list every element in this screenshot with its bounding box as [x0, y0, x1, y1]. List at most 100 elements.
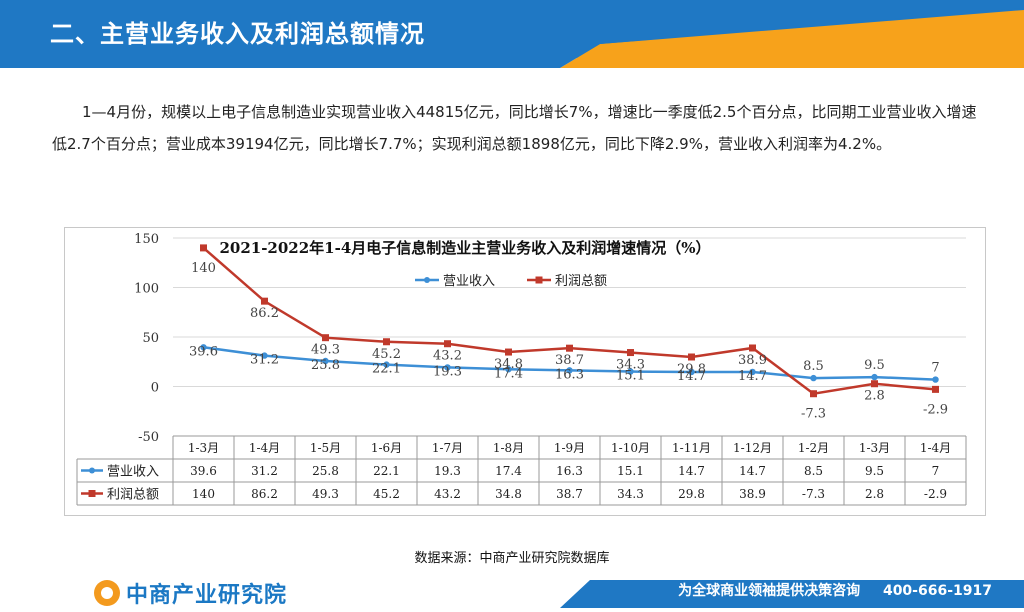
data-point [627, 368, 634, 375]
x-tick-label: 1-4月 [920, 441, 951, 455]
table-cell: 43.2 [434, 487, 461, 501]
line-chart: 150 100 50 0 -50 39.6 31.2 25.8 22.1 19.3 17.4 16.… [76, 232, 967, 506]
data-label: 25.8 [311, 358, 340, 373]
data-point [688, 368, 695, 376]
data-label: 34.8 [494, 357, 523, 372]
data-point [505, 348, 512, 356]
table-cell: 8.5 [804, 464, 823, 478]
x-tick-label: 1-3月 [188, 441, 219, 455]
data-label: 15.1 [616, 369, 645, 384]
logo-text: 中商产业研究院 [126, 583, 288, 608]
table-cell: 34.8 [495, 487, 522, 501]
data-point [627, 349, 634, 357]
y-tick-label: 150 [134, 232, 159, 247]
data-label: 29.8 [677, 362, 706, 377]
data-label: 39.6 [189, 344, 218, 359]
table-cell: 31.2 [251, 464, 278, 478]
data-point [383, 338, 390, 346]
legend-label: 营业收入 [443, 274, 495, 289]
data-label: 17.4 [494, 366, 523, 381]
summary-paragraph: 1—4月份，规模以上电子信息制造业实现营业收入44815亿元，同比增长7%，增速… [52, 96, 982, 160]
x-tick-label: 1-10月 [611, 441, 650, 455]
data-point [810, 390, 817, 398]
data-point [383, 361, 390, 368]
data-point [444, 364, 451, 371]
data-label: -7.3 [801, 407, 826, 422]
footer-slogan: 为全球商业领袖提供决策咨询 [678, 583, 861, 599]
table-cell: 7 [932, 464, 940, 478]
page-title: 二、主营业务收入及利润总额情况 [50, 20, 425, 48]
data-point [261, 352, 268, 359]
data-label: 140 [191, 261, 216, 276]
data-label: 22.1 [372, 362, 401, 377]
data-label: 14.7 [677, 369, 706, 384]
table-row-header: 营业收入 [107, 465, 159, 480]
data-label: 16.3 [555, 367, 584, 382]
data-point [871, 373, 878, 381]
summary-text: 1—4月份，规模以上电子信息制造业实现营业收入44815亿元，同比增长7%，增速… [52, 103, 977, 153]
footer-phone: 400-666-1917 [882, 583, 992, 599]
table-cell: 29.8 [678, 487, 705, 501]
data-point [505, 366, 512, 373]
table-cell: 16.3 [556, 464, 583, 478]
table-cell: 38.7 [556, 487, 583, 501]
table-cell: 86.2 [251, 487, 278, 501]
chart-title: 2021-2022年1-4月电子信息制造业主营业务收入及利润增速情况（%） [219, 239, 710, 257]
table-cell: 14.7 [678, 464, 705, 478]
y-tick-label: 50 [142, 331, 159, 346]
table-cell: 45.2 [373, 487, 400, 501]
table-cell: 140 [192, 487, 215, 501]
data-point [871, 380, 878, 388]
table-row-header: 利润总额 [107, 488, 159, 503]
data-point [932, 376, 939, 383]
chart-legend: 营业收入 利润总额 [415, 274, 607, 289]
legend-label: 利润总额 [555, 274, 607, 289]
x-tick-label: 1-7月 [432, 441, 463, 455]
table-cell: -7.3 [802, 487, 825, 501]
data-point [444, 340, 451, 348]
data-point [932, 385, 939, 393]
x-tick-label: 1-4月 [249, 441, 280, 455]
data-point [810, 374, 817, 382]
footer-background [560, 580, 1024, 608]
x-tick-label: 1-11月 [672, 441, 711, 455]
x-tick-label: 1-9月 [554, 441, 585, 455]
data-label: 49.3 [311, 343, 340, 358]
footer-bar [0, 572, 1024, 608]
table-cell: 9.5 [865, 464, 884, 478]
x-tick-label: 1-3月 [859, 441, 890, 455]
company-logo: 中商产业研究院 [94, 577, 287, 609]
x-tick-label: 1-12月 [733, 441, 772, 455]
chart-frame: 150 100 50 0 -50 39.6 31.2 25.8 22.1 19.3 17.4 16.… [64, 227, 986, 516]
data-point [688, 353, 695, 361]
data-label: 38.9 [738, 353, 767, 368]
table-cell: 38.9 [739, 487, 766, 501]
data-point [749, 368, 756, 376]
logo-icon [94, 580, 120, 606]
x-tick-label: 1-2月 [798, 441, 829, 455]
table-cell: 14.7 [739, 464, 766, 478]
data-label: 38.7 [555, 353, 584, 368]
data-label: 86.2 [250, 306, 279, 321]
data-label: 45.2 [372, 347, 401, 362]
table-cell: 2.8 [865, 487, 884, 501]
table-cell: 15.1 [617, 464, 644, 478]
y-tick-label: -50 [138, 430, 159, 445]
table-cell: 25.8 [312, 464, 339, 478]
x-tick-label: 1-6月 [371, 441, 402, 455]
data-label: -2.9 [923, 402, 948, 417]
table-cell: 39.6 [190, 464, 217, 478]
data-point [566, 367, 573, 374]
data-label: 8.5 [803, 359, 824, 374]
table-legend-marker [88, 490, 96, 497]
table-cell: -2.9 [924, 487, 947, 501]
table-cell: 17.4 [495, 464, 522, 478]
table-cell: 34.3 [617, 487, 644, 501]
data-label: 31.2 [250, 353, 279, 368]
y-tick-label: 100 [134, 282, 159, 297]
data-point [322, 334, 329, 342]
data-source: 数据来源：中商产业研究院数据库 [414, 551, 610, 566]
header-background [0, 0, 1024, 68]
data-label: 34.3 [616, 358, 645, 373]
data-point [200, 244, 207, 252]
